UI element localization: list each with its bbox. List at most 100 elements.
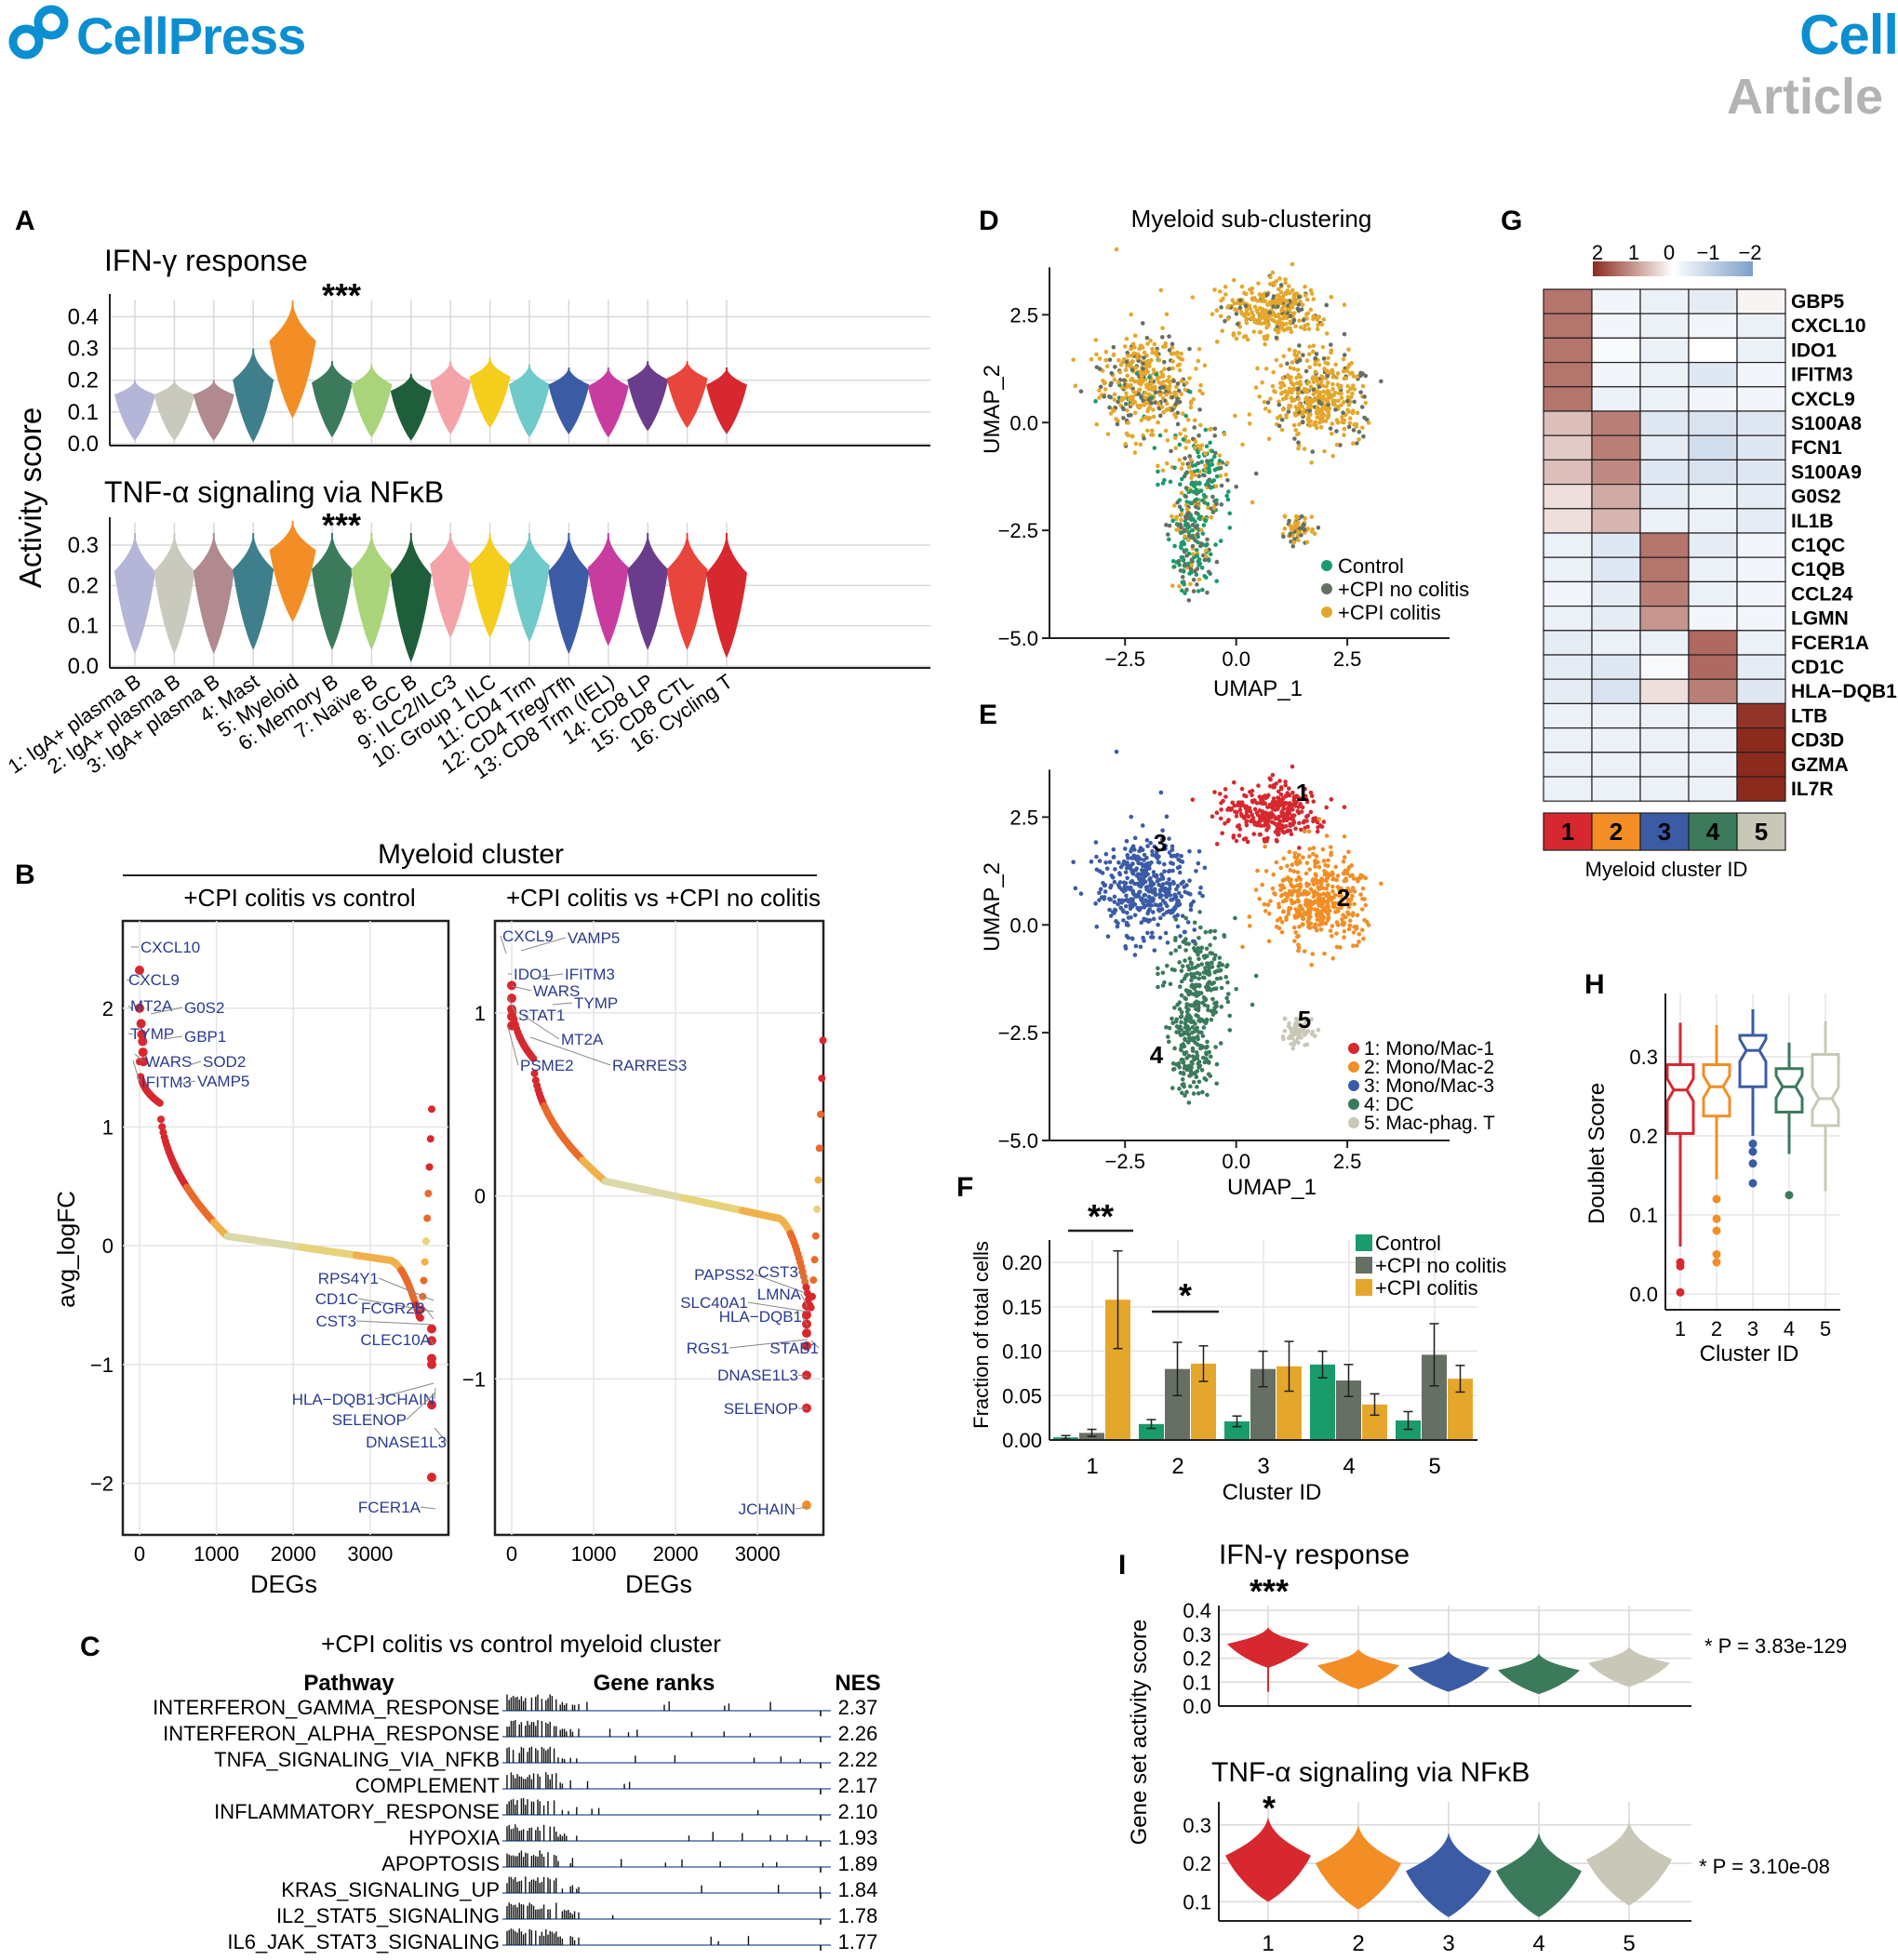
cell-point (1302, 527, 1307, 532)
cell-point (1340, 917, 1344, 922)
cell-point (1140, 345, 1145, 350)
cell-point (1156, 903, 1161, 908)
cell-point (1310, 878, 1316, 884)
violin (1496, 1833, 1582, 1917)
gene-label: G0S2 (184, 999, 224, 1017)
cell-point (1333, 910, 1338, 914)
xtick-label: 2.5 (1333, 647, 1362, 671)
panel-a: A IFN-γ response TNF-α signaling via NFκ… (4, 206, 930, 783)
cell-point (1204, 1077, 1209, 1083)
label-leader (795, 1506, 809, 1510)
cell-point (1310, 1029, 1316, 1034)
cell-point (1126, 353, 1130, 358)
legend-label: Control (1338, 554, 1404, 578)
deg-point-labeled (802, 1328, 811, 1339)
gene-label: SELENOP (332, 1411, 407, 1429)
cell-point (1126, 856, 1130, 860)
deg-point-labeled (427, 1400, 436, 1410)
cell-point (1342, 302, 1347, 307)
cell-point (1345, 867, 1351, 872)
cell-point (1301, 820, 1306, 825)
cell-point (1179, 881, 1184, 887)
cluster-number: 5 (1298, 1006, 1311, 1033)
cell-point (1183, 996, 1189, 1002)
panel-f-chart: 0.000.050.100.150.201 2 3 4 5*** (1002, 1197, 1477, 1479)
cell-point (1183, 494, 1189, 500)
gene-label: SELENOP (724, 1400, 798, 1418)
cell-point (1339, 898, 1344, 903)
cell-point (1319, 876, 1324, 881)
cell-point (1186, 598, 1192, 603)
cell-point (1311, 882, 1317, 887)
violin (666, 361, 708, 428)
label-leader (747, 1301, 809, 1313)
cell-point (1296, 431, 1301, 436)
cell-point (1250, 310, 1254, 315)
heat-cell (1543, 752, 1593, 778)
cell-point (1202, 557, 1208, 563)
cell-point (1363, 902, 1369, 908)
cell-point (1132, 345, 1137, 350)
cell-point (1239, 284, 1245, 289)
cell-point (1198, 382, 1203, 388)
cell-point (1203, 929, 1209, 935)
cell-point (1295, 386, 1301, 392)
cell-point (1094, 421, 1100, 427)
ytick-label: −1 (462, 1367, 486, 1391)
heat-cell (1688, 654, 1738, 680)
cell-point (1203, 427, 1209, 433)
cell-point (1314, 854, 1319, 859)
cell-point (1270, 383, 1276, 389)
cell-point (1190, 527, 1195, 533)
cell-point (1296, 1032, 1301, 1036)
cell-point (1293, 405, 1299, 409)
cell-point (1130, 341, 1136, 347)
cell-point (1133, 366, 1139, 370)
cell-point (1183, 889, 1188, 895)
panel-i-ylabel: Gene set activity score (1127, 1620, 1152, 1846)
cell-point (1334, 931, 1339, 936)
violin (627, 533, 669, 650)
cell-point (1325, 875, 1330, 881)
cell-point (1206, 1072, 1211, 1077)
cell-point (1150, 935, 1156, 940)
cell-point (1299, 513, 1304, 519)
cell-point (1345, 407, 1350, 413)
cell-point (1253, 973, 1259, 979)
cell-point (1125, 382, 1130, 388)
cell-point (1267, 911, 1272, 916)
cell-point (1125, 407, 1129, 413)
cell-point (1296, 805, 1302, 809)
cell-point (1143, 401, 1147, 407)
cell-point (1177, 399, 1183, 405)
cell-point (1205, 1004, 1210, 1009)
cell-point (1151, 414, 1156, 420)
cell-point (1156, 482, 1160, 487)
cell-point (1293, 930, 1299, 935)
cell-point (1177, 367, 1183, 373)
legend-label: +CPI no colitis (1338, 578, 1469, 601)
cell-point (1271, 369, 1276, 375)
heat-cell (1639, 776, 1690, 802)
xtick-label: 3 (1257, 1454, 1269, 1479)
cell-point (1311, 889, 1316, 895)
cell-point (1276, 926, 1282, 931)
cell-point (1286, 806, 1290, 810)
heat-cell (1736, 776, 1786, 802)
cell-point (1307, 408, 1313, 413)
heat-cell (1736, 702, 1786, 729)
cell-point (1174, 1017, 1180, 1022)
gene-label: CXCL9 (502, 927, 554, 945)
cell-point (1300, 805, 1305, 810)
cell-point (1313, 872, 1318, 877)
cell-point (1107, 860, 1113, 865)
cell-point (1196, 473, 1202, 479)
ytick-label: 0.0 (68, 432, 99, 457)
gene-label: JCHAIN (378, 1391, 434, 1408)
heat-cell (1543, 532, 1593, 558)
cell-point (1232, 803, 1237, 808)
cell-point (1120, 908, 1126, 913)
cell-point (1204, 553, 1209, 559)
cell-point (1190, 552, 1196, 556)
cell-point (1189, 984, 1194, 989)
